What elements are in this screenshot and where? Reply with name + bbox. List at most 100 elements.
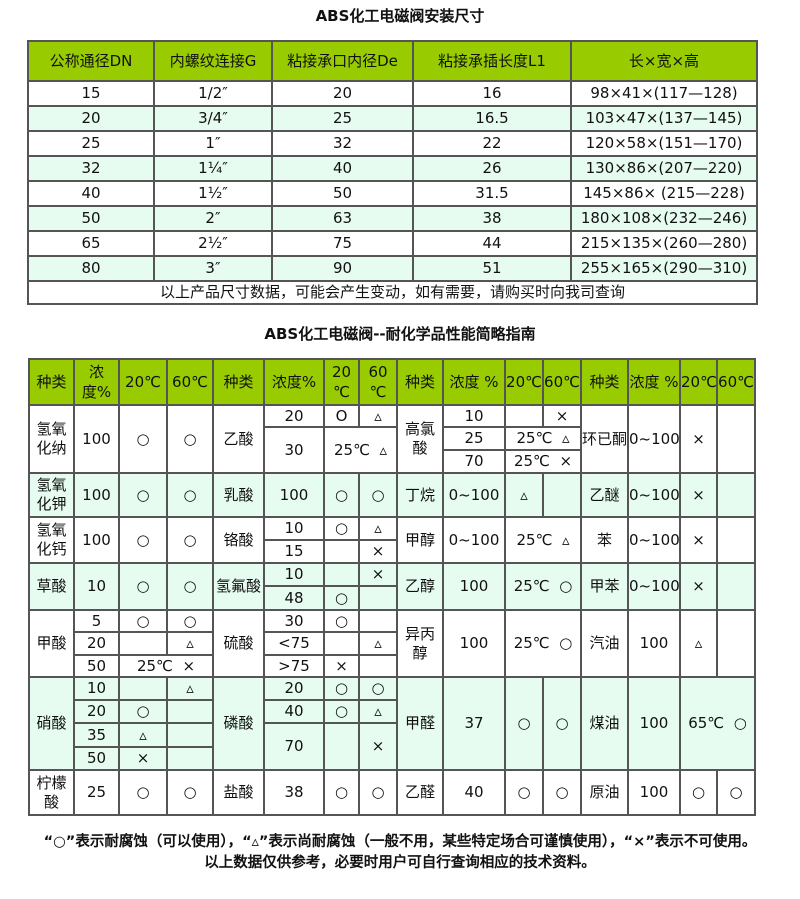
- table-cell: 氢氟酸: [212, 562, 265, 611]
- table-cell: 44: [412, 230, 572, 257]
- table-row: 氢氧化钾 100 ○ ○ 乳酸 100 ○ ○ 丁烷 0~100 ▵ 乙醚 0~100 ×: [28, 472, 756, 518]
- table-cell: ○: [323, 472, 360, 518]
- table-row: 65 2½″ 75 44 215×135×(260—280): [27, 230, 758, 257]
- column-header: 浓度%: [263, 358, 325, 406]
- table-cell: 乙醚: [580, 472, 629, 518]
- table-row: 柠檬酸 25 ○ ○ 盐酸 38 ○ ○ 乙醛 40 ○ ○ 原油 100 ○ ○: [28, 769, 756, 816]
- table-cell: ×: [542, 404, 582, 428]
- column-header: 浓度 %: [442, 358, 506, 406]
- chemical-guide-title: ABS化工电磁阀--耐化学品性能简略指南: [264, 325, 536, 343]
- table-cell: 70: [263, 722, 325, 771]
- table-cell: 20: [27, 105, 155, 132]
- table-cell: 1″: [153, 130, 273, 157]
- column-header: 种类: [212, 358, 265, 406]
- table-cell: ▵: [358, 699, 398, 724]
- table-row: 70 25℃ ×: [29, 449, 755, 474]
- table-cell: 2″: [153, 205, 273, 232]
- table-cell: [323, 722, 360, 771]
- table-cell: 氢氧化纳: [28, 404, 75, 474]
- table-cell: ○: [358, 676, 398, 701]
- table-cell: 50: [73, 746, 120, 771]
- table-cell: 20: [263, 676, 325, 701]
- table-cell: 2½″: [153, 230, 273, 257]
- table-cell: ×: [679, 404, 718, 474]
- table-cell: ▵: [358, 631, 398, 656]
- table-cell: 100: [627, 676, 681, 771]
- table-cell: ○: [166, 769, 214, 816]
- table-cell: 10: [263, 562, 325, 587]
- table-cell: 3″: [153, 255, 273, 282]
- table-cell: 原油: [580, 769, 629, 816]
- column-header: 粘接承口内径De: [271, 40, 414, 82]
- column-header: 浓度 %: [627, 358, 681, 406]
- table-cell: 0~100: [442, 472, 506, 518]
- table-cell: 环已酮: [580, 404, 629, 474]
- table-cell: 100: [627, 609, 681, 678]
- table-cell: 丁烷: [396, 472, 444, 518]
- column-header: 60℃: [542, 358, 582, 406]
- table-cell: 50: [271, 180, 414, 207]
- table-cell: ○: [166, 404, 214, 474]
- table-cell: [716, 609, 756, 678]
- table-cell: 90: [271, 255, 414, 282]
- table-cell: 乙醛: [396, 769, 444, 816]
- table-cell: 汽油: [580, 609, 629, 678]
- table-cell: 盐酸: [212, 769, 265, 816]
- table-cell: 145×86× (215—228): [570, 180, 758, 207]
- table-cell: 15: [27, 80, 155, 107]
- column-header: 60 ℃: [358, 358, 398, 406]
- column-header: 内螺纹连接G: [153, 40, 273, 82]
- table-cell: [323, 539, 360, 564]
- table-cell: >75: [263, 654, 325, 678]
- table-cell: [358, 609, 398, 633]
- table-row: 甲酸 5 ○ ○ 硫酸 30 ○ 异丙醇 100 25℃ ○ 汽油 100 ▵: [28, 609, 756, 678]
- table-cell: 40: [27, 180, 155, 207]
- table-cell: ×: [679, 562, 718, 611]
- table-cell: ○: [166, 609, 214, 633]
- table-footer-note: 以上产品尺寸数据，可能会产生变动，如有需要，请购买时向我司查询: [27, 280, 758, 305]
- table-cell: ○: [358, 769, 398, 816]
- table-cell: 1/2″: [153, 80, 273, 107]
- table-row: 20 ○ 40 ○ ▵: [29, 699, 755, 724]
- table-cell: 0~100: [442, 516, 506, 564]
- table-cell: 98×41×(117—128): [570, 80, 758, 107]
- table-cell: 10: [442, 404, 506, 428]
- column-header: 粘接承插长度L1: [412, 40, 572, 82]
- table-cell: [166, 746, 214, 771]
- column-header: 种类: [580, 358, 629, 406]
- table-cell: 130×86×(207—220): [570, 155, 758, 182]
- table-cell: 0~100: [627, 404, 681, 474]
- size-table-header: 公称通径DN 内螺纹连接G 粘接承口内径De 粘接承插长度L1 长×宽×高: [27, 40, 758, 82]
- table-row: 30 25℃ ▵ 25 25℃ ▵: [29, 426, 755, 474]
- table-cell: 1½″: [153, 180, 273, 207]
- table-cell: 65℃ ○: [679, 676, 756, 771]
- table-cell: 20: [73, 631, 120, 656]
- table-cell: [358, 654, 398, 678]
- table-cell: 100: [627, 769, 681, 816]
- table-cell: 80: [27, 255, 155, 282]
- table-row: 80 3″ 90 51 255×165×(290—310): [27, 255, 758, 282]
- disclaimer-note: 以上数据仅供参考，必要时用户可自行查询相应的技术资料。: [204, 855, 596, 871]
- table-cell: 31.5: [412, 180, 572, 207]
- table-cell: ×: [323, 654, 360, 678]
- table-cell: 180×108×(232—246): [570, 205, 758, 232]
- table-cell: 50: [27, 205, 155, 232]
- table-cell: 氢氧化钾: [28, 472, 75, 518]
- table-cell: ○: [166, 472, 214, 518]
- table-cell: 100: [442, 609, 506, 678]
- column-header: 种类: [396, 358, 444, 406]
- table-row: 32 1¼″ 40 26 130×86×(207—220): [27, 155, 758, 182]
- table-cell: 10: [73, 676, 120, 701]
- table-cell: 25℃ ▵: [504, 426, 582, 451]
- table-cell: ○: [716, 769, 756, 816]
- table-cell: 10: [73, 562, 120, 611]
- table-cell: 100: [73, 516, 120, 564]
- table-cell: ○: [323, 699, 360, 724]
- table-cell: ▵: [358, 404, 398, 428]
- table-cell: 25℃ ○: [504, 562, 582, 611]
- table-cell: [118, 676, 168, 701]
- column-header: 20 ℃: [323, 358, 360, 406]
- table-cell: [716, 516, 756, 564]
- table-cell: 30: [263, 609, 325, 633]
- table-cell: [716, 472, 756, 518]
